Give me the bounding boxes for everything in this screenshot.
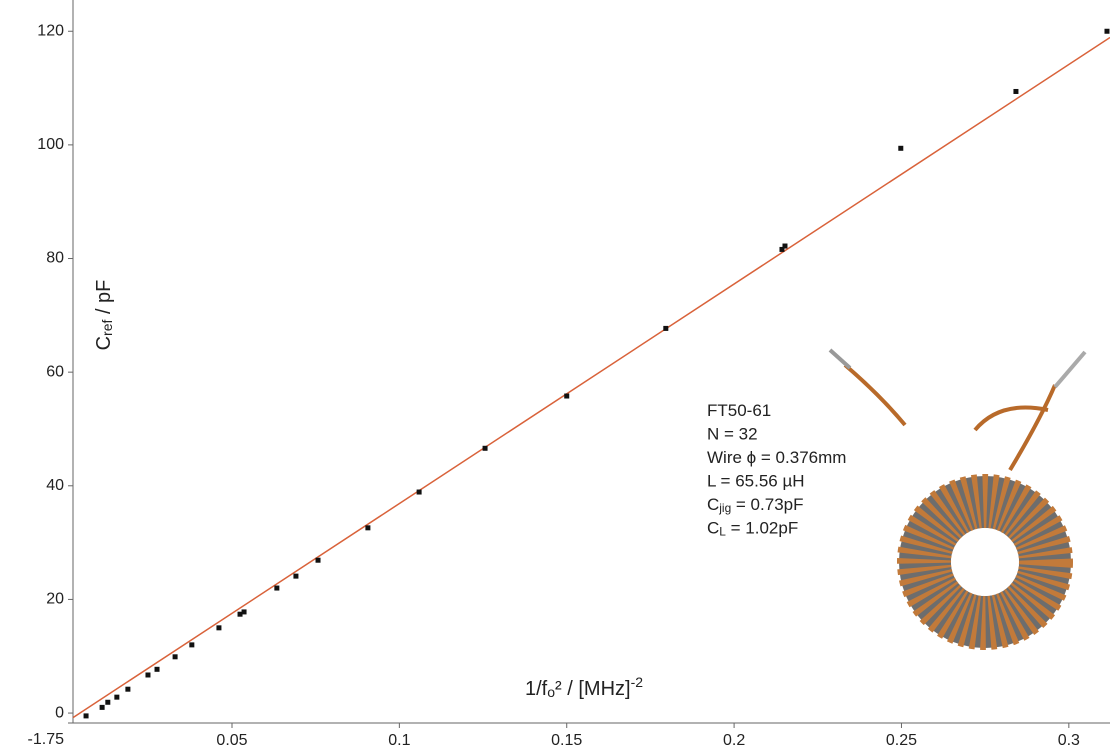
x-axis-label: 1/fo² / [MHz]-2 <box>525 674 643 700</box>
data-point <box>154 666 160 672</box>
y-axis-label: Cref / pF <box>93 280 115 351</box>
y-tick-label: 60 <box>46 363 64 380</box>
x-tick-label: 0.2 <box>723 732 745 749</box>
text-part: C <box>93 336 115 350</box>
data-point <box>237 611 243 617</box>
data-point <box>274 585 280 591</box>
text-part: ² / [MHz] <box>555 678 631 700</box>
text-part: N = 32 <box>707 425 758 444</box>
annotation-line: N = 32 <box>707 425 758 444</box>
data-point <box>779 246 785 252</box>
text-part: FT50-61 <box>707 401 771 420</box>
data-point <box>172 654 178 660</box>
text-part: C <box>707 495 719 514</box>
text-part: / pF <box>93 280 115 320</box>
x-tick-label: 0.1 <box>388 732 410 749</box>
data-point <box>782 243 788 249</box>
data-point <box>293 573 299 579</box>
data-point <box>1013 88 1019 94</box>
annotation-line: Cjig = 0.73pF <box>707 495 804 515</box>
text-part: C <box>707 519 719 538</box>
text-part: L <box>719 525 726 539</box>
data-point <box>125 686 131 692</box>
annotation-line: CL = 1.02pF <box>707 519 798 539</box>
data-point <box>1104 28 1110 34</box>
text-part: = 1.02pF <box>726 519 798 538</box>
x-tick-label: 0.05 <box>216 732 247 749</box>
data-point <box>216 625 222 631</box>
data-point <box>105 699 111 705</box>
data-point <box>114 694 120 700</box>
annotation-line: FT50-61 <box>707 401 771 420</box>
y-tick-label: 120 <box>37 22 64 39</box>
text-part: Wire ϕ = 0.376mm <box>707 448 846 467</box>
data-point <box>99 704 105 710</box>
text-part: = 0.73pF <box>731 495 803 514</box>
data-point <box>663 325 669 331</box>
x-tick-label: 0.3 <box>1058 732 1080 749</box>
data-point <box>145 672 151 678</box>
text-part: ref <box>99 320 115 336</box>
data-point <box>898 145 904 151</box>
y-tick-label: -1.75 <box>28 731 65 748</box>
x-tick-label: 0.25 <box>886 732 917 749</box>
y-tick-label: 20 <box>46 591 64 608</box>
data-point <box>315 557 321 563</box>
y-tick-label: 0 <box>55 704 64 721</box>
y-tick-label: 40 <box>46 477 64 494</box>
x-tick-label: 0.15 <box>551 732 582 749</box>
data-point <box>241 609 247 615</box>
data-point <box>416 489 422 495</box>
text-part: -2 <box>631 674 644 690</box>
data-point <box>83 713 89 719</box>
text-part: o <box>547 684 555 700</box>
y-tick-label: 80 <box>46 250 64 267</box>
data-point <box>482 445 488 451</box>
text-part: L = 65.56 µH <box>707 472 805 491</box>
fit-line <box>72 36 1110 719</box>
toroid-photo <box>828 348 1087 650</box>
annotation-line: Wire ϕ = 0.376mm <box>707 448 846 467</box>
data-point <box>189 642 195 648</box>
annotation-line: L = 65.56 µH <box>707 472 805 491</box>
text-part: jig <box>718 501 731 515</box>
y-tick-label: 100 <box>37 136 64 153</box>
data-point <box>564 393 570 399</box>
text-part: 1/f <box>525 678 548 700</box>
data-point <box>365 525 371 531</box>
